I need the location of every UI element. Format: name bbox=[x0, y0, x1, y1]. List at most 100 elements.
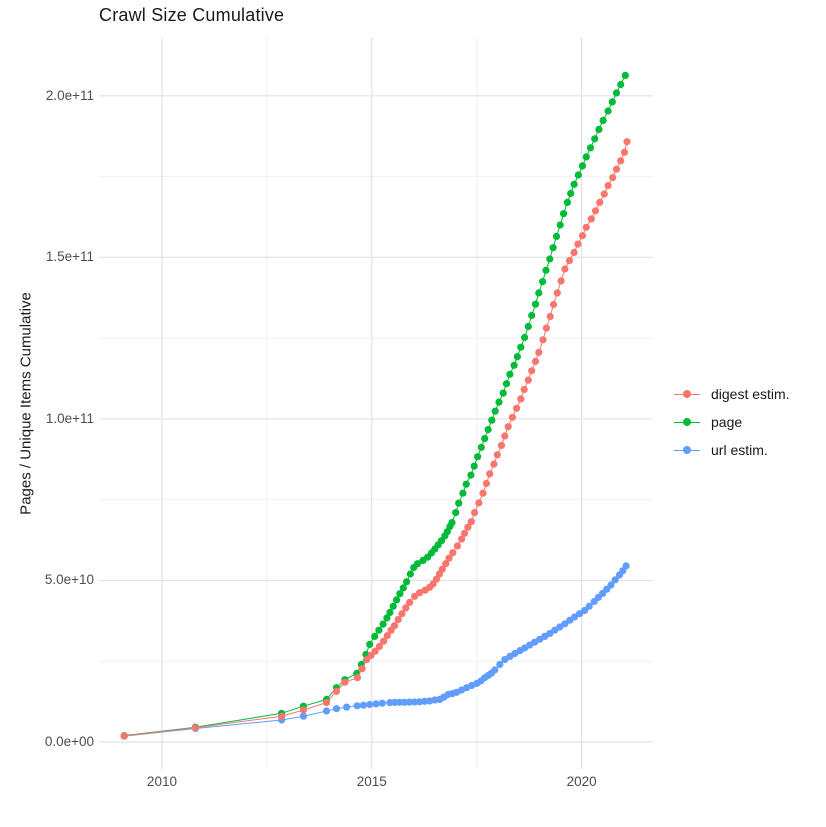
data-point bbox=[470, 462, 478, 470]
data-point bbox=[520, 385, 528, 394]
data-point bbox=[496, 660, 504, 669]
data-point bbox=[394, 616, 402, 624]
data-point bbox=[343, 703, 351, 711]
y-tick-label: 2.0e+11 bbox=[45, 87, 94, 103]
data-point bbox=[390, 622, 399, 630]
data-point bbox=[396, 590, 404, 598]
data-point bbox=[402, 604, 410, 612]
data-point bbox=[371, 632, 379, 641]
data-point bbox=[120, 732, 128, 740]
data-point bbox=[585, 602, 593, 610]
data-point bbox=[620, 148, 629, 156]
series-line bbox=[124, 141, 628, 737]
data-point bbox=[563, 198, 572, 206]
data-point bbox=[406, 598, 414, 607]
data-point bbox=[464, 523, 472, 531]
data-point bbox=[578, 232, 587, 240]
data-point bbox=[621, 71, 629, 79]
gridlines-minor bbox=[99, 37, 653, 769]
data-point bbox=[521, 333, 529, 342]
data-point bbox=[322, 699, 331, 707]
data-point bbox=[607, 581, 615, 589]
legend-key-url-estim bbox=[674, 443, 700, 457]
data-point bbox=[383, 614, 391, 622]
data-point bbox=[372, 700, 380, 708]
legend-dot-swatch bbox=[683, 446, 691, 454]
data-point bbox=[432, 575, 440, 583]
data-point bbox=[479, 489, 487, 497]
data-point bbox=[599, 116, 607, 124]
data-point bbox=[531, 300, 540, 308]
y-axis-title: Pages / Unique Items Cumulative bbox=[17, 292, 35, 515]
data-point bbox=[567, 189, 575, 197]
data-point bbox=[553, 289, 561, 297]
y-tick-label: 0.0e+00 bbox=[44, 734, 94, 750]
data-point bbox=[386, 608, 394, 617]
data-point bbox=[493, 451, 501, 459]
data-point bbox=[452, 508, 460, 517]
data-point bbox=[379, 620, 387, 628]
data-point bbox=[586, 144, 595, 152]
data-point bbox=[413, 560, 422, 568]
legend-label: digest estim. bbox=[711, 386, 790, 402]
data-point bbox=[546, 255, 554, 263]
data-point bbox=[502, 380, 511, 388]
data-point bbox=[591, 207, 600, 215]
data-point bbox=[278, 712, 286, 720]
data-point bbox=[458, 535, 466, 543]
chart-title: Crawl Size Cumulative bbox=[99, 5, 285, 25]
data-point bbox=[504, 423, 512, 431]
data-point bbox=[332, 687, 341, 695]
data-point bbox=[557, 277, 565, 285]
data-point bbox=[488, 416, 496, 424]
data-point bbox=[570, 180, 578, 188]
data-point bbox=[622, 562, 630, 570]
data-point bbox=[591, 135, 599, 143]
data-point bbox=[359, 701, 367, 709]
data-point bbox=[398, 610, 406, 618]
data-point bbox=[517, 343, 525, 351]
data-point bbox=[608, 98, 616, 106]
data-point bbox=[438, 565, 446, 573]
data-point bbox=[612, 89, 621, 97]
data-point bbox=[400, 698, 409, 706]
data-point bbox=[582, 153, 590, 161]
data-point bbox=[612, 165, 621, 173]
data-point bbox=[406, 570, 414, 578]
data-point bbox=[299, 712, 307, 720]
data-point bbox=[380, 637, 388, 645]
data-point bbox=[552, 232, 561, 240]
series-url-estim bbox=[120, 562, 630, 740]
y-tick-label: 1.5e+11 bbox=[45, 249, 94, 265]
data-point bbox=[482, 479, 490, 488]
data-point bbox=[560, 210, 568, 218]
data-point bbox=[375, 626, 383, 634]
data-point bbox=[582, 223, 590, 231]
x-tick-label: 2015 bbox=[356, 774, 387, 789]
data-point bbox=[461, 529, 469, 537]
legend: digest estim. page url estim. bbox=[674, 380, 790, 464]
legend-key-digest-estim bbox=[674, 387, 700, 401]
data-point bbox=[366, 640, 374, 649]
data-point bbox=[561, 620, 569, 628]
data-point bbox=[491, 666, 499, 674]
data-point bbox=[399, 584, 407, 592]
data-point bbox=[574, 240, 582, 248]
data-point bbox=[358, 665, 366, 673]
data-point bbox=[595, 125, 603, 133]
data-point bbox=[378, 699, 386, 707]
data-point bbox=[549, 244, 557, 252]
legend-dot-swatch bbox=[683, 390, 691, 398]
data-point bbox=[416, 589, 424, 597]
data-point bbox=[491, 407, 499, 415]
data-point bbox=[531, 357, 540, 365]
data-point bbox=[453, 542, 461, 550]
data-point bbox=[486, 470, 494, 478]
data-point bbox=[510, 361, 518, 369]
data-point bbox=[406, 698, 414, 706]
data-point bbox=[611, 576, 619, 584]
data-point bbox=[604, 182, 612, 190]
data-point bbox=[459, 489, 467, 497]
data-point bbox=[513, 404, 521, 412]
